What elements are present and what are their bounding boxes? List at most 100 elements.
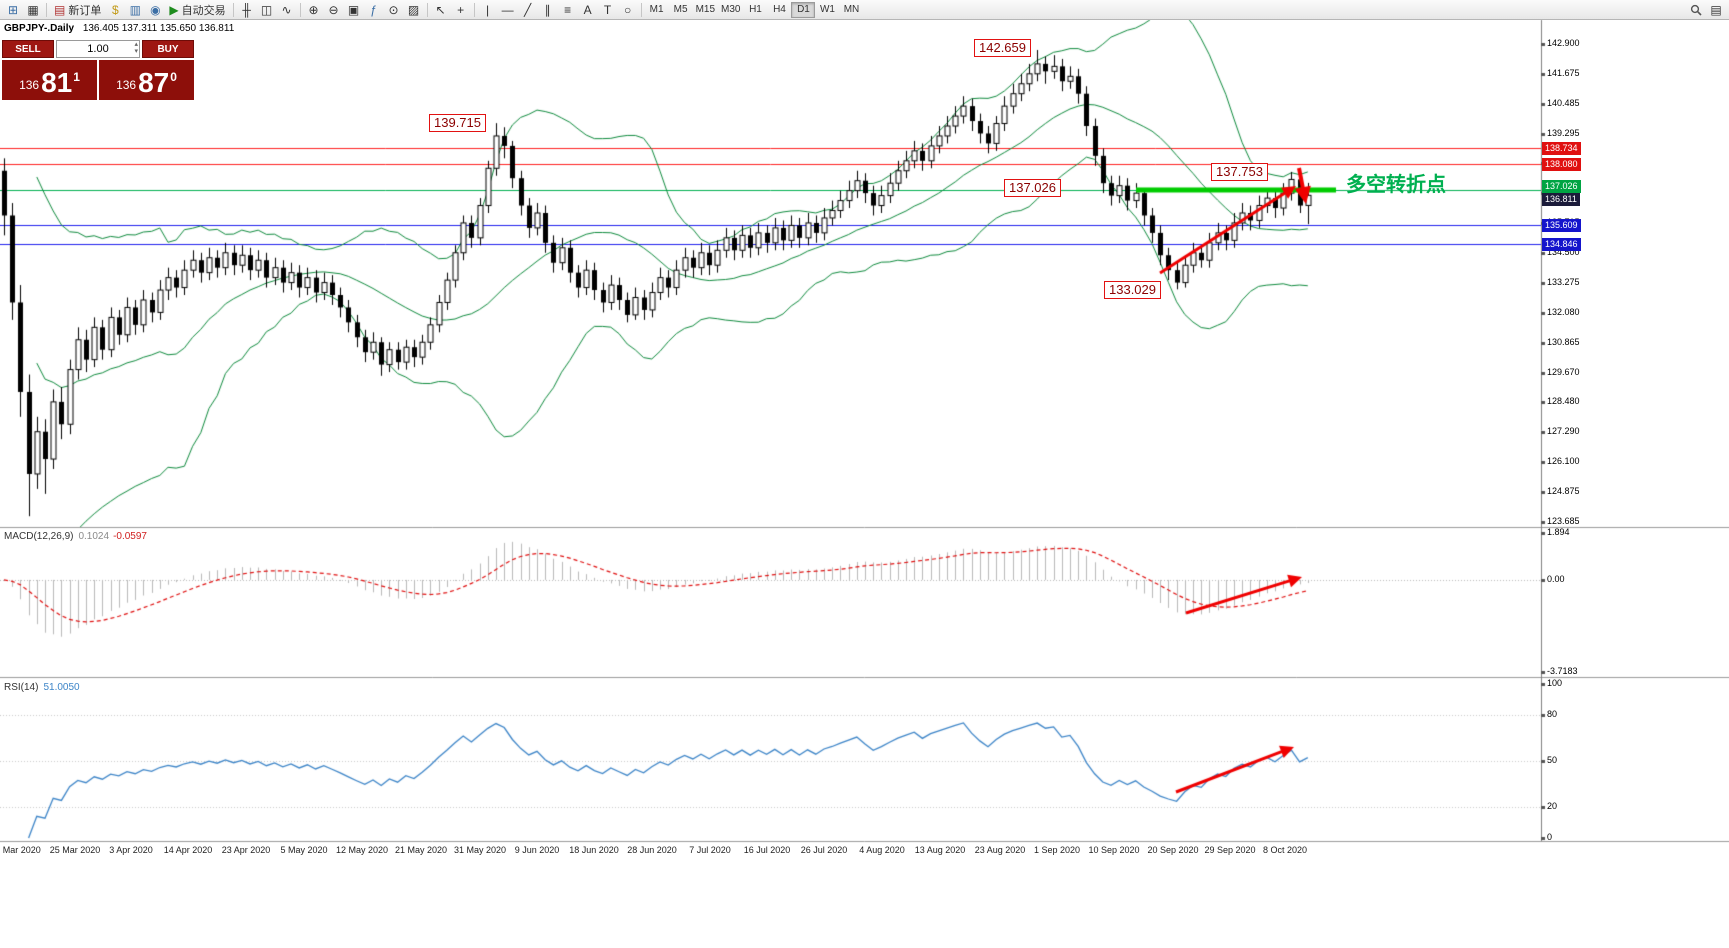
price-callout-label[interactable]: 142.659	[974, 39, 1031, 57]
timeframe-M5[interactable]: M5	[669, 2, 693, 18]
buy-price[interactable]: 136 87 0	[99, 60, 194, 100]
fibonacci-tool-button[interactable]: ≡	[558, 1, 578, 19]
price-callout-label[interactable]: 137.026	[1004, 179, 1061, 197]
date-axis-label: 10 Sep 2020	[1088, 845, 1140, 855]
timeframe-M30[interactable]: M30	[718, 2, 743, 18]
date-axis-label: 5 May 2020	[280, 845, 328, 855]
zoom-out-button[interactable]: ⊖	[324, 1, 344, 19]
shapes-tool-button[interactable]: ○	[618, 1, 638, 19]
new-chart-icon: ⊞	[7, 2, 19, 17]
price-badge: 136.811	[1542, 193, 1580, 206]
timeframe-MN[interactable]: MN	[839, 2, 863, 18]
date-axis-label: 1 Sep 2020	[1033, 845, 1081, 855]
reports-button[interactable]: ▥	[125, 1, 145, 19]
date-axis-label: 5 Mar 2020	[0, 845, 41, 855]
text-tool-button[interactable]: A	[578, 1, 598, 19]
macd-axis-label: -3.7183	[1547, 666, 1578, 676]
rsi-axis-label: 100	[1547, 678, 1563, 688]
date-axis-label: 4 Aug 2020	[859, 845, 905, 855]
macd-main-value: 0.1024	[78, 531, 110, 542]
label-tool-button[interactable]: T	[598, 1, 618, 19]
toolbar-separator	[473, 2, 475, 17]
macd-axis-label: 1.894	[1547, 527, 1570, 537]
macd-name: MACD(12,26,9)	[4, 531, 74, 542]
buy-price-pips: 87	[138, 67, 170, 98]
date-axis-label: 13 Aug 2020	[914, 845, 966, 855]
zoom-in-button[interactable]: ⊕	[304, 1, 324, 19]
candlestick-chart-button[interactable]: ◫	[257, 1, 277, 19]
indicators-button[interactable]: ƒ	[364, 1, 384, 19]
price-callout-label[interactable]: 133.029	[1104, 281, 1161, 299]
rsi-value: 51.0050	[43, 682, 80, 693]
sell-price[interactable]: 136 81 1	[2, 60, 97, 100]
horizontal-line-tool-button[interactable]: —	[498, 1, 518, 19]
price-axis-label: 141.675	[1547, 68, 1580, 79]
crosshair-tool-button[interactable]: +	[451, 1, 471, 19]
sell-button[interactable]: SELL	[2, 40, 54, 58]
funds-button[interactable]: $	[105, 1, 125, 19]
volume-down-icon[interactable]: ▾	[134, 48, 138, 55]
price-axis-label: 127.290	[1547, 425, 1580, 436]
channel-tool-button[interactable]: ∥	[538, 1, 558, 19]
timeframe-D1[interactable]: D1	[791, 1, 816, 18]
toolbar-separator	[46, 2, 47, 17]
templates-button[interactable]: ▨	[404, 1, 424, 19]
indicators-icon: ƒ	[370, 2, 377, 17]
label-icon: T	[603, 2, 612, 17]
toolbar-separator	[426, 2, 428, 17]
date-axis-label: 26 Jul 2020	[800, 845, 848, 855]
date-axis-label: 16 Jul 2020	[743, 845, 791, 855]
periods-button[interactable]: ⊙	[384, 1, 404, 19]
turning-point-note[interactable]: 多空转折点	[1346, 174, 1446, 196]
volume-value[interactable]: 1.00	[87, 43, 109, 55]
price-callout-label[interactable]: 137.753	[1211, 163, 1268, 181]
volume-spinner[interactable]: ▴ ▾	[134, 41, 138, 55]
timeframe-H1[interactable]: H1	[743, 2, 767, 18]
date-axis-label: 20 Sep 2020	[1147, 845, 1199, 855]
tile-windows-button[interactable]: ▣	[344, 1, 364, 19]
periods-icon: ⊙	[388, 2, 399, 17]
buy-button[interactable]: BUY	[142, 40, 194, 58]
main-toolbar: ⊞ ▦ ▤ 新订单 $ ▥ ◉ ▶ 自动交易 ╫ ◫ ∿ ⊕ ⊖ ▣ ƒ ⊙ ▨…	[0, 0, 1729, 20]
search-button[interactable]	[1686, 1, 1706, 19]
reports-icon: ▥	[129, 2, 142, 17]
panels-icon: ▤	[1710, 2, 1722, 17]
cursor-tool-button[interactable]: ↖	[431, 1, 451, 19]
date-axis-label: 28 Jun 2020	[627, 845, 677, 855]
timeframe-M15[interactable]: M15	[693, 2, 718, 18]
vertical-line-tool-button[interactable]: |	[478, 1, 498, 19]
trendline-tool-button[interactable]: ╱	[518, 1, 538, 19]
price-axis-label: 130.865	[1547, 337, 1580, 348]
volume-field[interactable]: 1.00 ▴ ▾	[56, 40, 140, 58]
new-order-icon: ▤	[54, 2, 66, 17]
new-chart-button[interactable]: ⊞	[3, 1, 23, 19]
rsi-axis-label: 0	[1547, 832, 1553, 842]
profiles-button[interactable]: ▦	[23, 1, 43, 19]
date-axis-label: 21 May 2020	[394, 845, 448, 855]
price-axis-label: 129.670	[1547, 366, 1580, 377]
date-axis-label: 14 Apr 2020	[163, 845, 213, 855]
volume-up-icon[interactable]: ▴	[134, 41, 138, 48]
rsi-axis-label: 50	[1547, 755, 1558, 765]
macd-signal-value: -0.0597	[113, 531, 147, 542]
timeframe-M1[interactable]: M1	[645, 2, 669, 18]
community-button[interactable]: ◉	[145, 1, 165, 19]
one-click-trading-panel: SELL 1.00 ▴ ▾ BUY 136 81 1 136 87 0	[2, 40, 194, 100]
date-axis-label: 3 Apr 2020	[109, 845, 153, 855]
bar-chart-button[interactable]: ╫	[237, 1, 257, 19]
price-badge: 134.846	[1542, 238, 1581, 251]
rsi-axis-label: 80	[1547, 708, 1558, 719]
new-order-button[interactable]: ▤ 新订单	[50, 1, 105, 19]
date-axis-label: 12 May 2020	[335, 845, 389, 855]
toolbar-separator	[232, 2, 234, 17]
trendline-icon: ╱	[523, 2, 532, 17]
timeframe-H4[interactable]: H4	[767, 2, 791, 18]
timeframe-W1[interactable]: W1	[815, 2, 839, 18]
panels-button[interactable]: ▤	[1706, 1, 1726, 19]
price-callout-label[interactable]: 139.715	[429, 114, 486, 132]
line-chart-button[interactable]: ∿	[277, 1, 297, 19]
new-order-label: 新订单	[68, 4, 102, 17]
auto-trading-button[interactable]: ▶ 自动交易	[165, 1, 229, 19]
price-axis-label: 123.685	[1547, 515, 1580, 526]
